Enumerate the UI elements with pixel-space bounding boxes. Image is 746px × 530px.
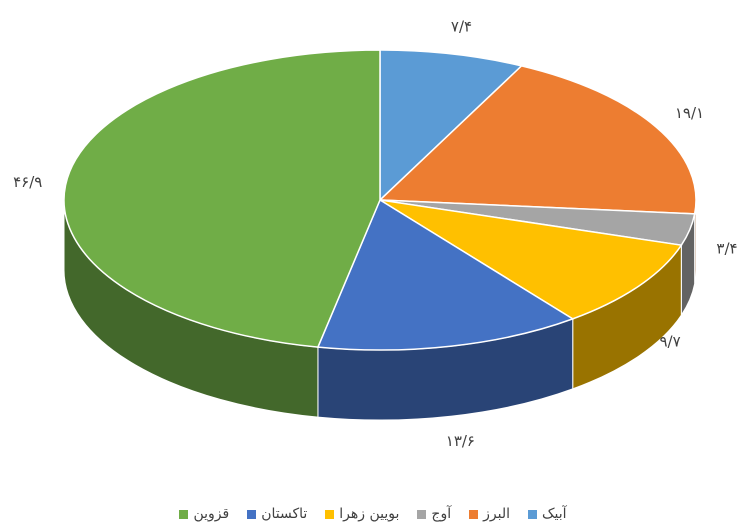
data-label: ۹/۷: [659, 333, 680, 351]
slice: [316, 198, 575, 351]
legend: آبیک البرز آوج بویین زهرا تاکستان قزوین: [0, 506, 746, 522]
data-label: ۳/۴: [716, 240, 737, 258]
legend-swatch: [325, 509, 335, 519]
legend-swatch: [469, 509, 479, 519]
legend-label: آوج: [431, 506, 452, 522]
legend-swatch: [417, 509, 427, 519]
data-label: ۱۹/۱: [675, 104, 704, 122]
plot: ۷/۴ ۱۹/۱ ۳/۴ ۹/۷ ۱۳/۶ ۴۶/۹: [13, 17, 737, 450]
legend-label: تاکستان: [261, 506, 308, 522]
legend-swatch: [179, 509, 189, 519]
data-label: ۷/۴: [451, 17, 472, 35]
legend-label: آبیک: [541, 506, 567, 522]
legend-item: قزوین: [179, 506, 229, 522]
slice: [379, 199, 683, 320]
slice: [379, 49, 524, 202]
legend-swatch: [527, 509, 537, 519]
legend-item: بویین زهرا: [325, 506, 399, 522]
legend-label: قزوین: [193, 506, 230, 522]
legend-label: البرز: [483, 506, 510, 522]
legend-item: البرز: [469, 506, 510, 522]
legend-item: تاکستان: [247, 506, 307, 522]
slice: [378, 65, 697, 215]
legend-swatch: [247, 509, 257, 519]
data-label: ۴۶/۹: [13, 173, 42, 191]
legend-item: آبیک: [527, 506, 567, 522]
legend-label: بویین زهرا: [339, 506, 400, 522]
legend-item: آوج: [417, 506, 451, 522]
data-label: ۱۳/۶: [446, 432, 475, 450]
slice: [63, 49, 381, 348]
